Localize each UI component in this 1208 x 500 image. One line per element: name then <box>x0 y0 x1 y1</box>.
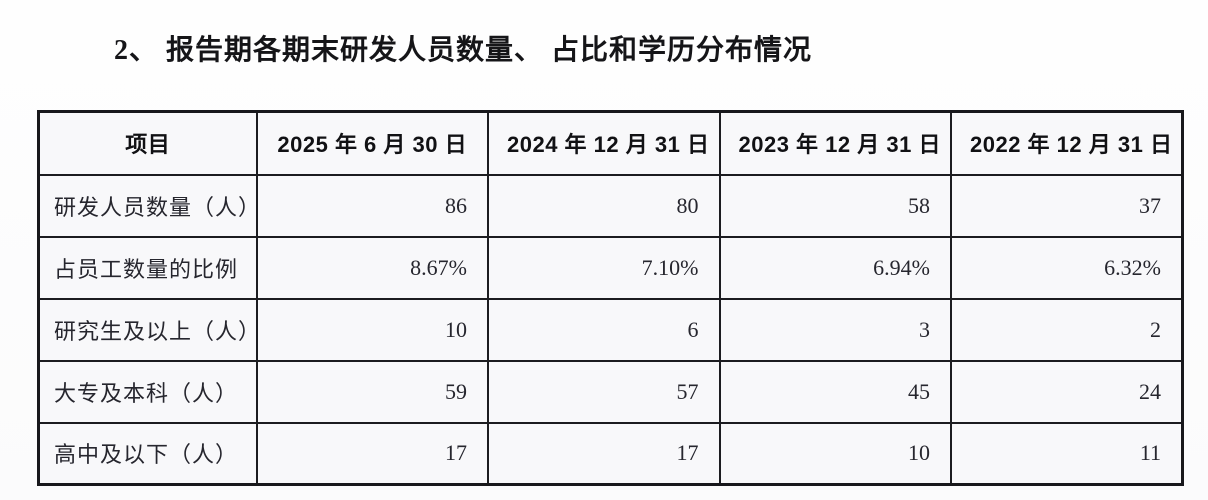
column-header-2022: 2022 年 12 月 31 日 <box>950 110 1184 176</box>
table-row: 高中及以下（人） 17 17 10 11 <box>37 421 1184 486</box>
cell-value: 10 <box>718 421 952 486</box>
row-label: 大专及本科（人） <box>37 359 258 424</box>
rd-personnel-table: 项目 2025 年 6 月 30 日 2024 年 12 月 31 日 2023… <box>37 110 1184 486</box>
cell-value: 2 <box>950 297 1184 362</box>
cell-value: 58 <box>718 173 952 238</box>
cell-value: 6 <box>487 297 721 362</box>
cell-value: 17 <box>487 421 721 486</box>
table-row: 占员工数量的比例 8.67% 7.10% 6.94% 6.32% <box>37 235 1184 300</box>
cell-value: 3 <box>718 297 952 362</box>
cell-value: 17 <box>255 421 489 486</box>
cell-value: 86 <box>255 173 489 238</box>
cell-value: 37 <box>950 173 1184 238</box>
table-header-row: 项目 2025 年 6 月 30 日 2024 年 12 月 31 日 2023… <box>37 110 1184 176</box>
column-header-item: 项目 <box>37 110 258 176</box>
cell-value: 24 <box>950 359 1184 424</box>
section-title: 2、 报告期各期末研发人员数量、 占比和学历分布情况 <box>114 35 813 66</box>
cell-value: 45 <box>718 359 952 424</box>
column-header-2024: 2024 年 12 月 31 日 <box>487 110 721 176</box>
column-header-2023: 2023 年 12 月 31 日 <box>718 110 952 176</box>
cell-value: 6.94% <box>718 235 952 300</box>
cell-value: 59 <box>255 359 489 424</box>
cell-value: 57 <box>487 359 721 424</box>
table-row: 研究生及以上（人） 10 6 3 2 <box>37 297 1184 362</box>
row-label: 研发人员数量（人） <box>37 173 258 238</box>
cell-value: 7.10% <box>487 235 721 300</box>
row-label: 占员工数量的比例 <box>37 235 258 300</box>
column-header-2025: 2025 年 6 月 30 日 <box>255 110 489 176</box>
cell-value: 10 <box>255 297 489 362</box>
table-row: 研发人员数量（人） 86 80 58 37 <box>37 173 1184 238</box>
cell-value: 11 <box>950 421 1184 486</box>
cell-value: 6.32% <box>950 235 1184 300</box>
cell-value: 80 <box>487 173 721 238</box>
table-row: 大专及本科（人） 59 57 45 24 <box>37 359 1184 424</box>
row-label: 研究生及以上（人） <box>37 297 258 362</box>
row-label: 高中及以下（人） <box>37 421 258 486</box>
cell-value: 8.67% <box>255 235 489 300</box>
